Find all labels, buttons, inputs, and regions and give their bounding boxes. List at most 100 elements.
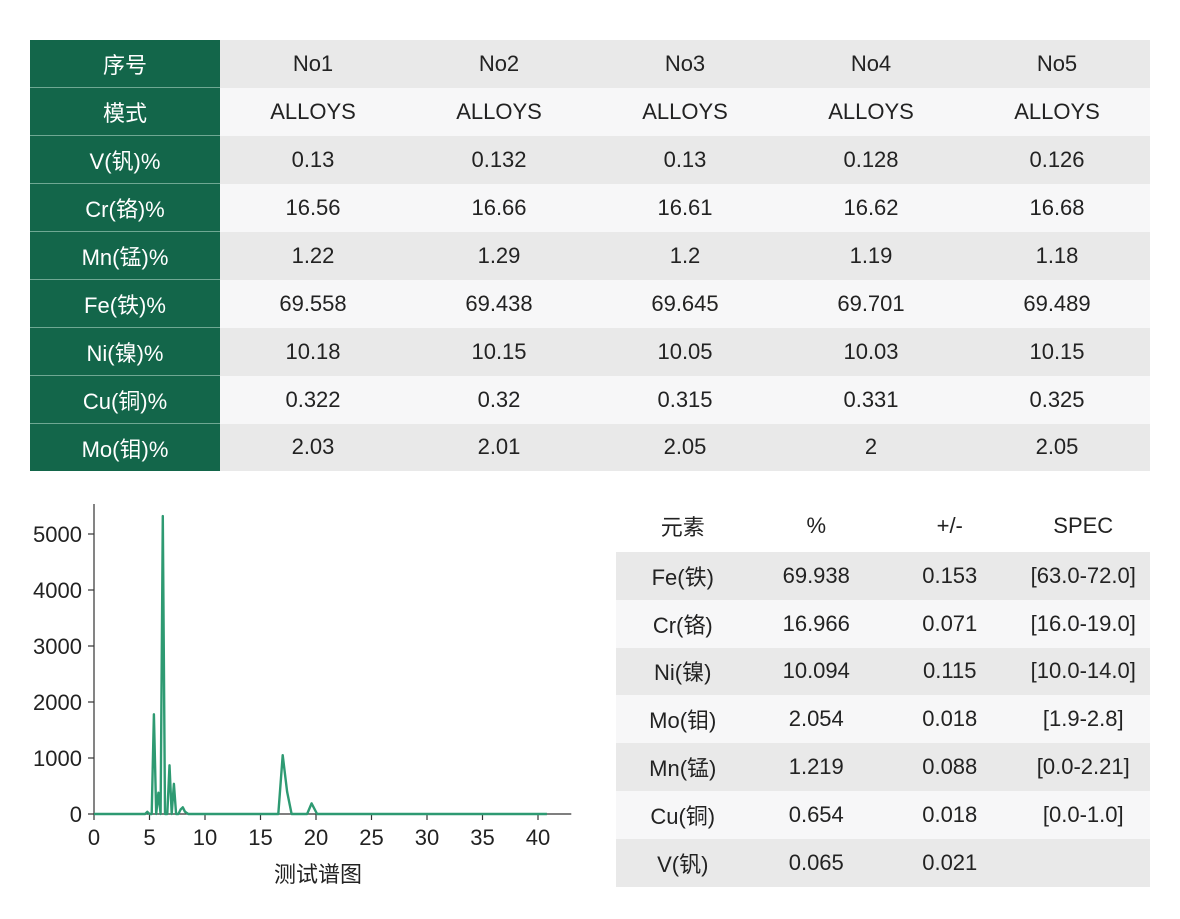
y-tick-label: 3000 <box>33 634 82 659</box>
element-error: 0.018 <box>883 790 1017 839</box>
chart-marks <box>94 514 547 816</box>
element-table-header: 元素 % +/- SPEC <box>616 500 1150 552</box>
row-label: Ni(镍)% <box>30 327 220 376</box>
element-percent: 1.219 <box>749 743 883 791</box>
column-header: SPEC <box>1016 500 1150 552</box>
result-row: Cr(铬)% 16.56 16.66 16.61 16.62 16.68 <box>30 183 1150 232</box>
result-cell: 0.315 <box>592 375 778 424</box>
sample-name: No3 <box>592 40 778 88</box>
element-name: Cr(铬) <box>616 599 750 648</box>
result-cell: 1.18 <box>964 231 1150 280</box>
result-cell: 16.62 <box>778 183 964 232</box>
element-row: Mn(锰) 1.219 0.088 [0.0-2.21] <box>616 743 1150 791</box>
y-tick-label: 4000 <box>33 578 82 603</box>
x-tick-label: 5 <box>143 825 155 850</box>
element-error: 0.153 <box>883 552 1017 600</box>
result-cell: 0.13 <box>592 135 778 184</box>
result-row: 模式 ALLOYS ALLOYS ALLOYS ALLOYS ALLOYS <box>30 87 1150 136</box>
result-cell: 0.331 <box>778 375 964 424</box>
spectrum-chart: 0 5 10 15 20 25 30 35 40 0 1000 2000 3000 4000 5000 测试… <box>33 504 572 887</box>
element-percent: 0.654 <box>749 790 883 839</box>
element-name: V(钒) <box>616 838 750 887</box>
result-cell: 0.32 <box>406 375 592 424</box>
element-name: Fe(铁) <box>616 552 750 600</box>
result-cell: 69.701 <box>778 279 964 328</box>
row-label: 序号 <box>30 40 220 88</box>
element-spec: [0.0-2.21] <box>1016 743 1150 791</box>
element-error: 0.021 <box>883 838 1017 887</box>
y-tick-label: 0 <box>70 802 82 827</box>
result-cell: 2.05 <box>964 423 1150 471</box>
result-cell: 2.05 <box>592 423 778 471</box>
result-cell: ALLOYS <box>778 87 964 136</box>
x-axis-label: 测试谱图 <box>274 862 362 887</box>
element-percent: 2.054 <box>749 695 883 744</box>
x-tick-label: 20 <box>304 825 328 850</box>
results-table: 序号 No1 No2 No3 No4 No5 模式 ALLOYS ALLOYS ALL… <box>30 40 1150 471</box>
element-spec: [16.0-19.0] <box>1016 599 1150 648</box>
result-cell: 2.03 <box>220 423 406 471</box>
result-cell: 69.645 <box>592 279 778 328</box>
element-row: Fe(铁) 69.938 0.153 [63.0-72.0] <box>616 552 1150 600</box>
element-name: Mn(锰) <box>616 743 750 791</box>
sample-name: No5 <box>964 40 1150 88</box>
x-tick-label: 0 <box>88 825 100 850</box>
y-tick-label: 1000 <box>33 746 82 771</box>
result-cell: 1.19 <box>778 231 964 280</box>
result-cell: 10.05 <box>592 327 778 376</box>
result-cell: 69.489 <box>964 279 1150 328</box>
row-label: Fe(铁)% <box>30 279 220 328</box>
result-cell: 10.03 <box>778 327 964 376</box>
element-percent: 16.966 <box>749 599 883 648</box>
element-error: 0.115 <box>883 647 1017 696</box>
column-header: 元素 <box>616 500 750 552</box>
result-row: Mn(锰)% 1.22 1.29 1.2 1.19 1.18 <box>30 231 1150 280</box>
element-row: V(钒) 0.065 0.021 <box>616 838 1150 887</box>
element-percent: 10.094 <box>749 647 883 696</box>
element-spec: [63.0-72.0] <box>1016 552 1150 600</box>
chart-axes: 0 5 10 15 20 25 30 35 40 0 1000 2000 3000 4000 5000 <box>33 504 572 850</box>
sample-name: No4 <box>778 40 964 88</box>
element-table: 元素 % +/- SPEC Fe(铁) 69.938 0.153 [63.0-72.0… <box>616 500 1150 887</box>
element-row: Ni(镍) 10.094 0.115 [10.0-14.0] <box>616 647 1150 696</box>
result-row: Fe(铁)% 69.558 69.438 69.645 69.701 69.489 <box>30 279 1150 328</box>
result-cell: 0.126 <box>964 135 1150 184</box>
element-row: Cr(铬) 16.966 0.071 [16.0-19.0] <box>616 599 1150 648</box>
y-tick-label: 5000 <box>33 522 82 547</box>
x-tick-label: 40 <box>526 825 550 850</box>
result-cell: 1.2 <box>592 231 778 280</box>
spectrum-line <box>94 514 547 816</box>
result-row: Mo(钼)% 2.03 2.01 2.05 2 2.05 <box>30 423 1150 471</box>
column-header: % <box>749 500 883 552</box>
x-tick-label: 15 <box>248 825 272 850</box>
element-name: Ni(镍) <box>616 647 750 696</box>
result-cell: ALLOYS <box>964 87 1150 136</box>
x-tick-label: 25 <box>359 825 383 850</box>
x-tick-label: 10 <box>193 825 217 850</box>
element-percent: 0.065 <box>749 838 883 887</box>
result-cell: 16.66 <box>406 183 592 232</box>
result-cell: 0.128 <box>778 135 964 184</box>
result-cell: 0.325 <box>964 375 1150 424</box>
result-cell: 0.322 <box>220 375 406 424</box>
column-header: +/- <box>883 500 1017 552</box>
element-error: 0.088 <box>883 743 1017 791</box>
result-cell: 1.29 <box>406 231 592 280</box>
row-label: Cr(铬)% <box>30 183 220 232</box>
result-cell: 0.13 <box>220 135 406 184</box>
sample-name: No2 <box>406 40 592 88</box>
result-cell: 2 <box>778 423 964 471</box>
element-error: 0.018 <box>883 695 1017 744</box>
result-cell: 10.15 <box>406 327 592 376</box>
element-name: Mo(钼) <box>616 695 750 744</box>
row-label: V(钒)% <box>30 135 220 184</box>
row-label: Cu(铜)% <box>30 375 220 424</box>
result-cell: ALLOYS <box>406 87 592 136</box>
row-label: 模式 <box>30 87 220 136</box>
row-label: Mn(锰)% <box>30 231 220 280</box>
x-tick-label: 30 <box>415 825 439 850</box>
result-cell: 2.01 <box>406 423 592 471</box>
element-spec: [0.0-1.0] <box>1016 790 1150 839</box>
result-cell: 69.438 <box>406 279 592 328</box>
sample-header-row: 序号 No1 No2 No3 No4 No5 <box>30 40 1150 88</box>
